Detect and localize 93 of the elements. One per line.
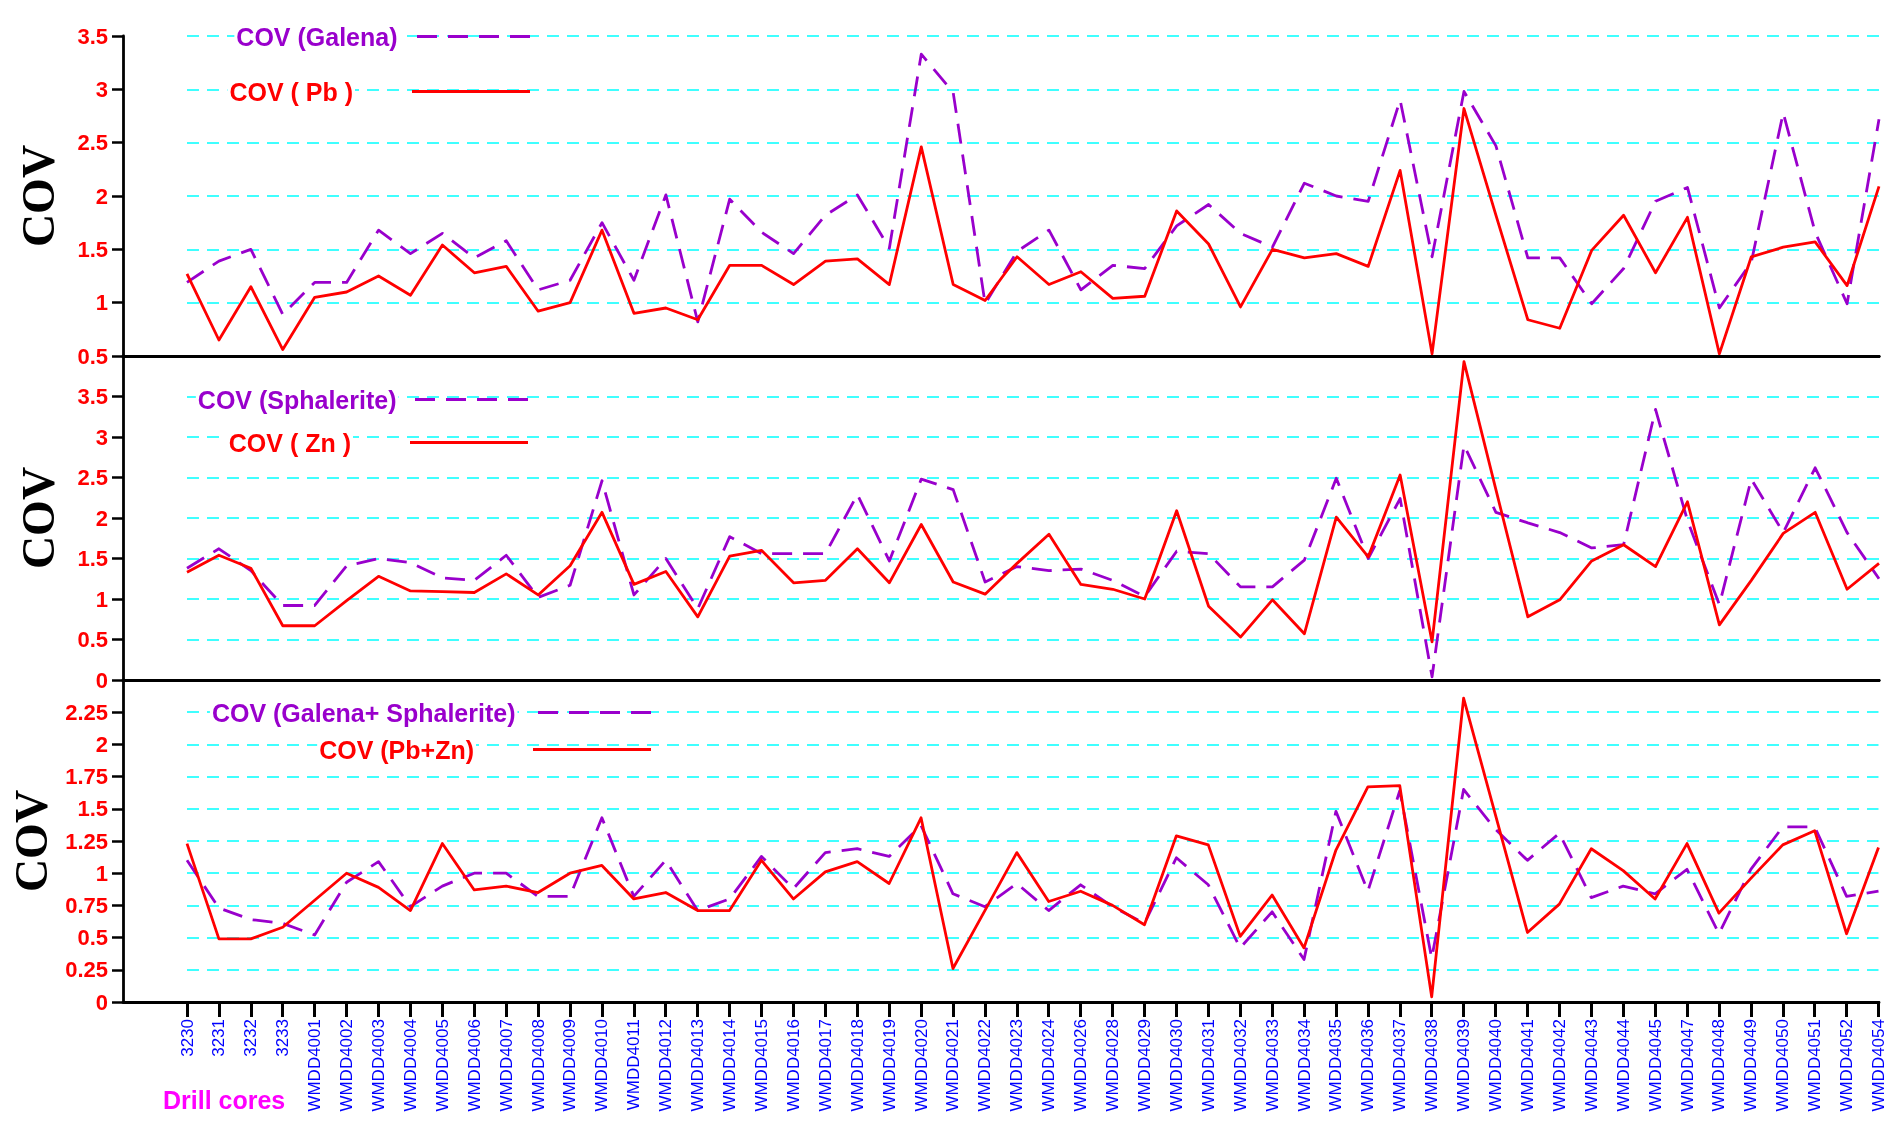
x-tick-label: 3230 bbox=[177, 1019, 197, 1057]
x-tick-label: 3232 bbox=[241, 1019, 261, 1057]
x-tick-label: WMDD4037 bbox=[1390, 1019, 1410, 1112]
x-tick-label: WMDD4015 bbox=[751, 1019, 771, 1112]
x-tick-label: WMDD4038 bbox=[1422, 1019, 1442, 1112]
y-tick-label: 1.75 bbox=[65, 764, 108, 790]
x-tick-label: WMDD4007 bbox=[496, 1019, 516, 1112]
x-tick-label: WMDD4001 bbox=[305, 1019, 325, 1112]
x-tick-label: WMDD4009 bbox=[560, 1019, 580, 1112]
x-tick-label: WMDD4035 bbox=[1326, 1019, 1346, 1112]
y-tick-label: 1 bbox=[95, 290, 108, 316]
x-tick-label: 3233 bbox=[273, 1019, 293, 1057]
x-tick-label: WMDD4026 bbox=[1071, 1019, 1091, 1112]
x-tick-label: WMDD4045 bbox=[1645, 1019, 1665, 1112]
x-tick-label: WMDD4021 bbox=[943, 1019, 963, 1112]
y-tick-label: 3.5 bbox=[77, 23, 108, 49]
x-tick-label: WMDD4040 bbox=[1486, 1019, 1506, 1112]
y-tick-label: 0 bbox=[95, 667, 108, 693]
x-tick-label: WMDD4023 bbox=[1007, 1019, 1027, 1112]
y-tick-label: 2 bbox=[95, 183, 108, 209]
line-series bbox=[185, 52, 1881, 324]
x-tick-label: WMDD4034 bbox=[1294, 1019, 1314, 1112]
x-tick-label: WMDD4044 bbox=[1613, 1019, 1633, 1112]
x-tick-label: WMDD4043 bbox=[1581, 1019, 1601, 1112]
x-tick-label: WMDD4005 bbox=[432, 1019, 452, 1112]
x-tick-label: WMDD4022 bbox=[975, 1019, 995, 1112]
x-tick-label: WMDD4020 bbox=[911, 1019, 931, 1112]
y-axis-title: COV bbox=[12, 144, 64, 248]
x-tick-label: WMDD4017 bbox=[815, 1019, 835, 1112]
x-tick-label: WMDD4003 bbox=[368, 1019, 388, 1112]
y-tick-label: 1.25 bbox=[65, 828, 108, 854]
legend-label: COV (Galena) bbox=[236, 22, 398, 51]
x-tick-label: WMDD4016 bbox=[783, 1019, 803, 1112]
x-tick-label: WMDD4012 bbox=[656, 1019, 676, 1112]
x-tick-label: WMDD4028 bbox=[1103, 1019, 1123, 1112]
y-tick-label: 0.75 bbox=[65, 892, 108, 918]
y-axis-title: COV bbox=[5, 789, 57, 893]
x-tick-label: WMDD4019 bbox=[879, 1019, 899, 1112]
x-tick-label: WMDD4030 bbox=[1166, 1019, 1186, 1112]
x-axis-title: Drill cores bbox=[163, 1085, 286, 1114]
x-tick-label: WMDD4042 bbox=[1549, 1019, 1569, 1112]
y-tick-label: 1 bbox=[95, 586, 108, 612]
y-tick-label: 1.5 bbox=[77, 546, 108, 571]
x-tick-label: WMDD4018 bbox=[847, 1019, 867, 1112]
x-tick-label: WMDD4031 bbox=[1198, 1019, 1218, 1112]
x-tick-label: WMDD4048 bbox=[1709, 1019, 1729, 1112]
x-tick-label: WMDD4014 bbox=[720, 1019, 740, 1112]
x-tick-label: WMDD4008 bbox=[528, 1019, 548, 1112]
y-tick-label: 3 bbox=[95, 424, 108, 450]
x-tick-label: WMDD4013 bbox=[688, 1019, 708, 1112]
y-tick-label: 0 bbox=[95, 989, 108, 1015]
x-tick-label: WMDD4039 bbox=[1454, 1019, 1474, 1112]
legend-label: COV ( Pb ) bbox=[229, 77, 353, 106]
y-tick-label: 2 bbox=[95, 505, 108, 531]
x-tick-label: WMDD4032 bbox=[1230, 1019, 1250, 1112]
x-tick-label: WMDD4004 bbox=[400, 1019, 420, 1112]
y-tick-label: 0.5 bbox=[77, 925, 108, 951]
x-tick-label: WMDD4054 bbox=[1869, 1019, 1887, 1112]
x-tick-label: WMDD4036 bbox=[1358, 1019, 1378, 1112]
y-tick-label: 0.5 bbox=[77, 343, 108, 369]
x-tick-label: WMDD4049 bbox=[1741, 1019, 1761, 1112]
x-tick-label: WMDD4011 bbox=[624, 1019, 644, 1111]
x-tick-label: WMDD4051 bbox=[1805, 1019, 1825, 1112]
x-tick-label: WMDD4002 bbox=[337, 1019, 357, 1112]
y-tick-label: 3 bbox=[95, 76, 108, 102]
x-tick-label: WMDD4052 bbox=[1837, 1019, 1857, 1112]
line-series bbox=[185, 360, 1881, 644]
x-tick-label: 3231 bbox=[209, 1019, 229, 1057]
line-series bbox=[185, 696, 1880, 999]
x-tick-label: WMDD4029 bbox=[1134, 1019, 1154, 1112]
legend-label: COV (Galena+ Sphalerite) bbox=[211, 698, 516, 727]
x-tick-label: WMDD4033 bbox=[1262, 1019, 1282, 1112]
x-tick-label: WMDD4010 bbox=[592, 1019, 612, 1112]
y-tick-label: 1.5 bbox=[77, 796, 108, 822]
legend-label: COV ( Zn ) bbox=[228, 428, 351, 457]
y-tick-label: 0.25 bbox=[65, 957, 108, 983]
y-tick-label: 3.5 bbox=[77, 384, 108, 409]
y-tick-label: 2.5 bbox=[77, 130, 108, 156]
y-axis-title: COV bbox=[12, 466, 64, 570]
y-tick-label: 2.5 bbox=[77, 465, 108, 490]
legend-label: COV (Sphalerite) bbox=[197, 385, 397, 414]
y-tick-label: 1.5 bbox=[77, 236, 108, 262]
x-tick-label: WMDD4047 bbox=[1677, 1019, 1697, 1112]
legend-label: COV (Pb+Zn) bbox=[319, 735, 474, 764]
x-tick-label: WMDD4024 bbox=[1039, 1019, 1059, 1112]
y-tick-label: 1 bbox=[95, 860, 108, 886]
line-series bbox=[185, 788, 1880, 961]
x-tick-label: WMDD4050 bbox=[1773, 1019, 1793, 1112]
y-tick-label: 2 bbox=[95, 731, 108, 757]
y-tick-label: 2.25 bbox=[65, 699, 108, 725]
x-tick-label: WMDD4006 bbox=[464, 1019, 484, 1112]
y-tick-label: 0.5 bbox=[77, 627, 108, 652]
x-tick-label: WMDD4041 bbox=[1517, 1019, 1537, 1112]
